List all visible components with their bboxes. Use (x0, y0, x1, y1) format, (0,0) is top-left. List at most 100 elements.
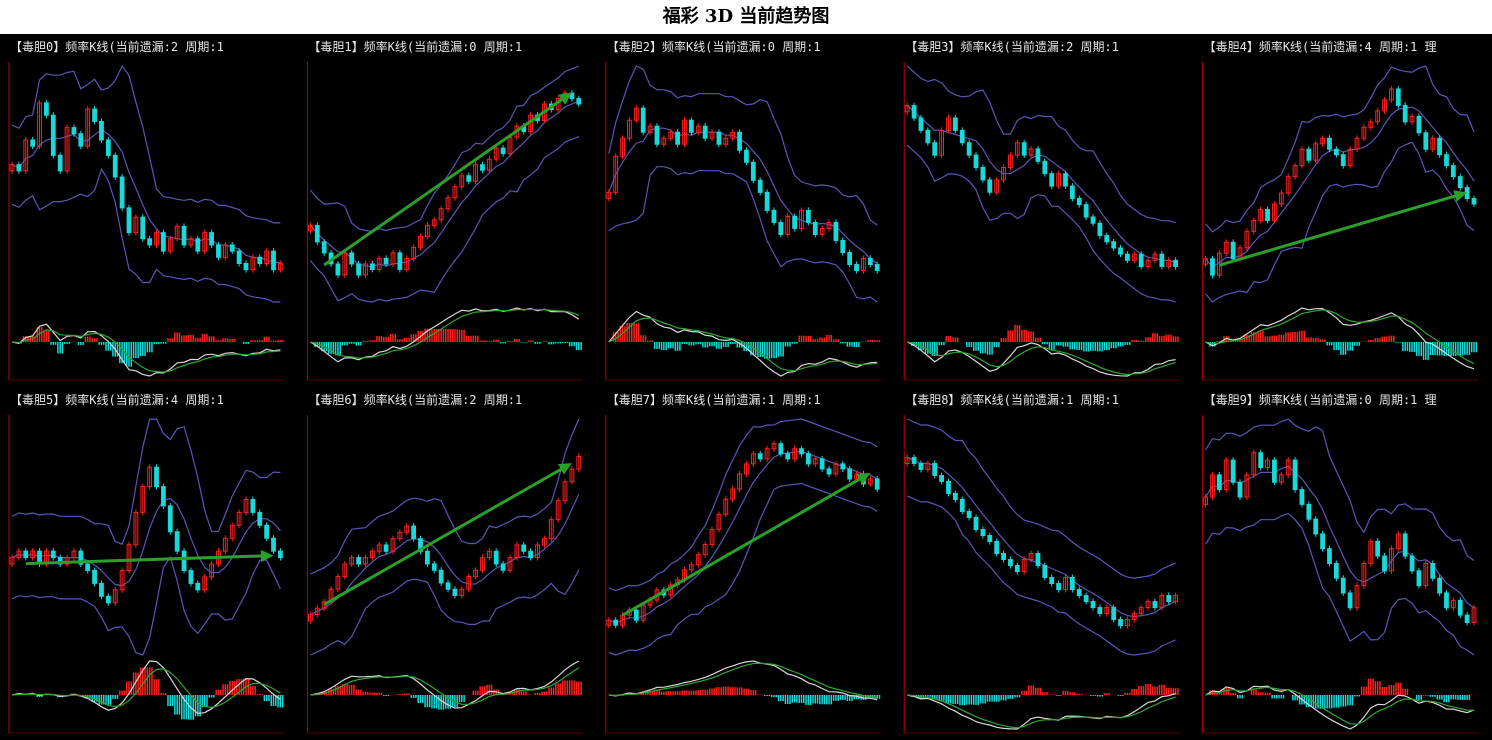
candle (939, 129, 945, 156)
candle (555, 500, 561, 521)
candle (321, 241, 327, 254)
candle (840, 239, 846, 253)
candle (369, 263, 375, 270)
panel-title: 【毒胆7】频率K线(当前遗漏:1 周期:1 (607, 392, 821, 407)
candle (1251, 219, 1257, 232)
band-upper (906, 418, 1176, 579)
candle (854, 264, 859, 272)
candle (541, 538, 547, 546)
macd-dea (310, 667, 580, 705)
candle (702, 125, 708, 139)
candle (445, 582, 451, 590)
candle (1333, 562, 1339, 579)
trend-arrowhead (1453, 190, 1468, 202)
candle (181, 225, 187, 246)
trend-arrow (1218, 193, 1458, 267)
candle (37, 102, 42, 147)
candle (764, 191, 770, 211)
candle (973, 154, 979, 168)
band-middle (1205, 106, 1475, 268)
candle (314, 607, 320, 616)
candle (952, 117, 958, 131)
candle (911, 105, 917, 119)
candle (826, 468, 832, 475)
candle (1028, 553, 1034, 561)
band-upper (608, 65, 878, 226)
candle (805, 453, 811, 465)
candle (493, 147, 499, 160)
candle (418, 235, 423, 248)
candle (847, 468, 853, 480)
trend-arrow (323, 97, 565, 267)
candle (959, 498, 965, 512)
macd-dif (11, 660, 281, 714)
candle (1258, 208, 1264, 221)
candle (1457, 599, 1463, 616)
candle (1327, 548, 1332, 564)
candle (425, 224, 430, 237)
band-lower (1205, 512, 1475, 656)
candle (1416, 570, 1422, 587)
macd-dea (1205, 309, 1475, 365)
chart-panel-9: 【毒胆9】频率K线(当前遗漏:0 周期:1 理 (1202, 392, 1478, 734)
candle (1145, 601, 1151, 609)
candle (9, 164, 15, 172)
candle (71, 550, 77, 559)
candle (1361, 126, 1367, 139)
candle (904, 456, 910, 464)
candle (133, 216, 139, 234)
candle (140, 486, 146, 513)
candle (737, 131, 742, 151)
candle (1104, 235, 1110, 243)
candle (702, 544, 708, 556)
candle (946, 117, 951, 131)
candle (480, 164, 485, 171)
candle (716, 131, 722, 145)
chart-panel-0: 【毒胆0】频率K线(当前遗漏:2 周期:1 (8, 39, 285, 381)
candle (826, 221, 832, 229)
macd-dea (608, 662, 878, 699)
candle (661, 137, 667, 145)
candle (1042, 565, 1048, 579)
candle (445, 197, 451, 210)
candle (57, 154, 63, 172)
candle (431, 563, 437, 571)
trend-arrow (621, 476, 863, 617)
candle (50, 550, 56, 559)
candle (576, 455, 582, 470)
candle (613, 619, 619, 626)
candle (1409, 555, 1415, 572)
candle (805, 209, 811, 223)
candle (569, 468, 575, 483)
candle (278, 262, 283, 271)
candle (867, 258, 873, 266)
candle (675, 131, 681, 145)
candle (861, 258, 866, 272)
candle (250, 498, 256, 513)
candle (1437, 577, 1442, 594)
candle (500, 147, 506, 155)
macd-dea (907, 341, 1176, 376)
band-lower (11, 555, 281, 656)
candle (1001, 166, 1006, 181)
candle (514, 544, 520, 559)
chart-panel-6: 【毒胆6】频率K线(当前遗漏:2 周期:1 (306, 392, 583, 734)
candle (966, 510, 972, 518)
candle (126, 207, 132, 234)
candle (473, 569, 478, 578)
candle (466, 576, 472, 590)
candle (1083, 204, 1089, 218)
candle (1042, 160, 1048, 175)
candle (1272, 203, 1277, 221)
candle (209, 232, 214, 246)
candle (1090, 601, 1096, 609)
candle (425, 550, 430, 565)
candle (397, 252, 403, 270)
candle (363, 263, 368, 276)
candle (737, 473, 742, 490)
candle (1368, 540, 1374, 564)
candle (30, 550, 36, 559)
candle (202, 232, 208, 252)
candle (535, 544, 540, 559)
candle (874, 264, 880, 272)
